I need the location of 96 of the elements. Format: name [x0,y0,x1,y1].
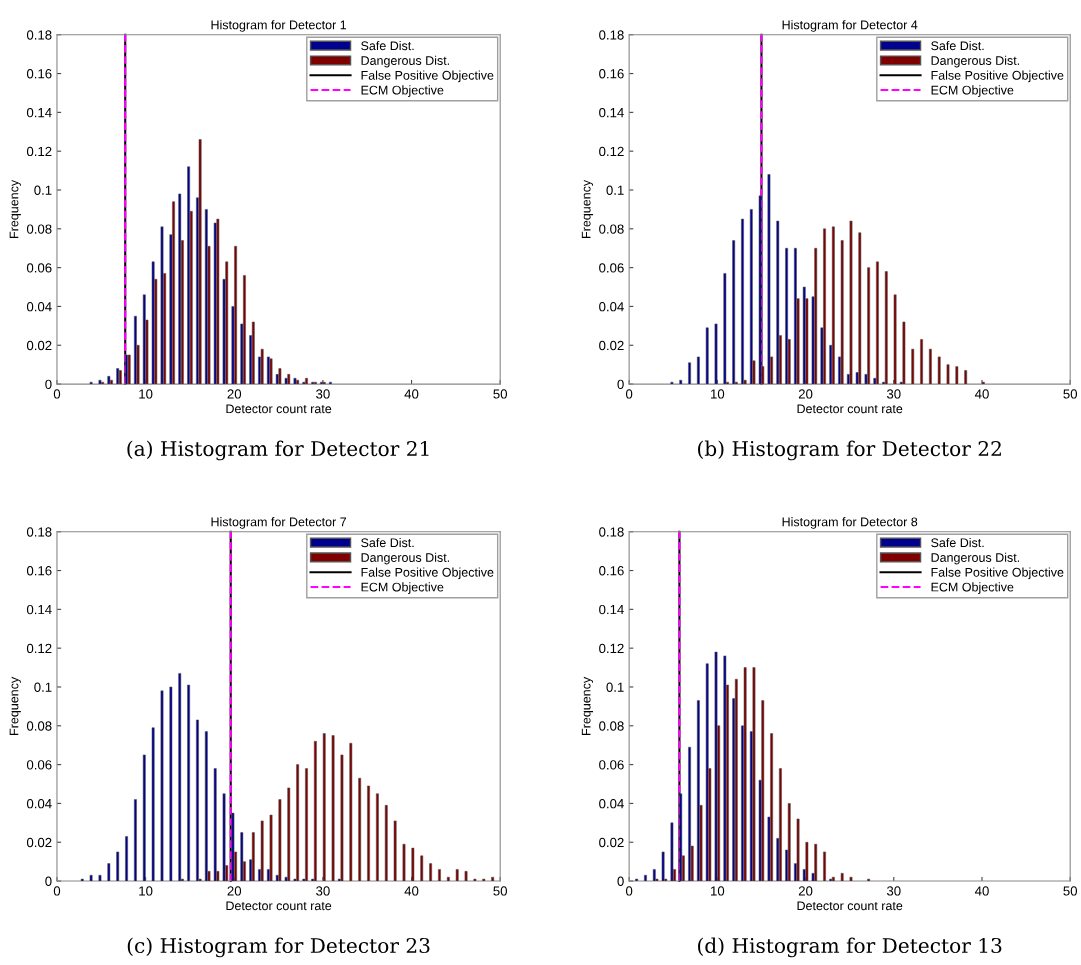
x-tick-label: 10 [711,389,725,399]
y-tick-label: 0.12 [599,643,624,654]
x-tick-label: 10 [139,886,153,896]
legend-label: Safe Dist. [361,40,414,51]
y-tick-label: 0.1 [606,185,624,195]
legend-label: Dangerous Dist. [361,552,450,565]
x-tick-label: 30 [886,389,901,399]
y-tick-label: 0.02 [599,837,624,848]
legend-label: False Positive Objective [361,70,494,83]
y-tick-label: 0.02 [599,340,624,351]
chart-title: Histogram for Detector 7 [211,517,347,529]
legend-label: False Positive Objective [361,567,494,580]
legend-label: Safe Dist. [931,40,984,51]
y-tick-label: 0 [45,379,52,389]
y-axis-title: Frequency [581,676,594,735]
y-tick-label: 0.16 [599,566,624,576]
y-tick-label: 0.1 [34,682,52,692]
y-tick-label: 0.06 [26,760,52,770]
y-tick-label: 0.12 [26,146,52,157]
x-tick-label: 50 [493,886,507,896]
y-tick-label: 0.04 [599,302,624,312]
x-tick-label: 20 [798,886,813,896]
x-axis-title: Detector count rate [226,901,332,911]
x-tick-label: 50 [1063,886,1078,896]
y-tick-label: 0.06 [26,263,52,273]
y-tick-label: 0.14 [599,604,624,615]
x-tick-label: 20 [227,389,242,399]
y-tick-label: 0.02 [26,340,52,351]
y-tick-label: 0.08 [26,224,52,234]
legend-label: Dangerous Dist. [361,55,450,68]
y-tick-label: 0.14 [26,604,52,615]
x-tick-label: 30 [886,886,901,896]
x-tick-label: 10 [711,886,725,896]
text: (b) Histogram for Detector 22 [698,440,1001,461]
x-tick-label: 0 [53,389,61,399]
y-tick-label: 0.18 [599,527,624,537]
y-tick-label: 0.18 [26,527,52,537]
x-tick-label: 10 [139,389,153,399]
y-tick-label: 0.04 [599,798,624,809]
y-tick-label: 0.18 [599,30,624,40]
y-tick-label: 0.1 [34,185,52,195]
x-axis-title: Detector count rate [797,901,903,911]
y-axis-title: Frequency [9,179,21,238]
y-tick-label: 0.06 [599,760,624,770]
y-tick-label: 0.18 [26,30,52,40]
x-tick-label: 40 [974,389,989,399]
y-tick-label: 0.04 [26,798,52,809]
x-tick-label: 40 [974,886,989,896]
x-tick-label: 20 [798,389,813,399]
y-tick-label: 0.1 [606,682,624,692]
y-tick-label: 0.04 [26,302,52,312]
y-tick-label: 0.06 [599,263,624,273]
y-tick-label: 0.16 [599,69,624,79]
x-tick-label: 0 [625,389,633,399]
text: (d) Histogram for Detector 13 [698,937,1002,958]
x-tick-label: 50 [493,389,507,399]
legend-label: Safe Dist. [931,537,984,548]
x-tick-label: 0 [53,886,61,896]
chart-title: Histogram for Detector 4 [782,20,918,32]
chart-title: Histogram for Detector 8 [782,517,918,529]
legend-label: Dangerous Dist. [931,55,1020,68]
y-axis-title: Frequency [581,179,594,238]
x-tick-label: 30 [316,886,330,896]
y-tick-label: 0.16 [26,69,52,79]
y-tick-label: 0.08 [599,721,624,731]
y-tick-label: 0.14 [26,107,52,118]
y-tick-label: 0.16 [26,566,52,576]
text: (a) Histogram for Detector 21 [127,440,429,461]
legend-label: ECM Objective [361,582,444,594]
legend-label: Dangerous Dist. [931,552,1020,565]
y-tick-label: 0.02 [26,837,52,848]
y-tick-label: 0.08 [26,721,52,731]
legend-label: ECM Objective [931,582,1014,594]
x-axis-title: Detector count rate [226,404,332,414]
y-tick-label: 0 [617,379,624,389]
x-axis-title: Detector count rate [797,404,903,414]
chart-title: Histogram for Detector 1 [211,20,347,32]
legend-label: Safe Dist. [361,537,414,548]
x-tick-label: 20 [227,886,242,896]
y-tick-label: 0 [45,876,52,886]
y-tick-label: 0.08 [599,224,624,234]
x-tick-label: 50 [1063,389,1078,399]
legend-label: ECM Objective [361,85,444,97]
y-tick-label: 0.14 [599,107,624,118]
legend-label: ECM Objective [931,85,1014,97]
legend-label: False Positive Objective [931,567,1064,580]
text: (c) Histogram for Detector 23 [127,937,430,958]
y-tick-label: 0 [617,876,624,886]
x-tick-label: 40 [404,886,419,896]
y-tick-label: 0.12 [26,643,52,654]
legend-label: False Positive Objective [931,70,1064,83]
x-tick-label: 40 [404,389,419,399]
x-tick-label: 0 [625,886,633,896]
y-tick-label: 0.12 [599,146,624,157]
y-axis-title: Frequency [9,676,21,735]
x-tick-label: 30 [316,389,330,399]
